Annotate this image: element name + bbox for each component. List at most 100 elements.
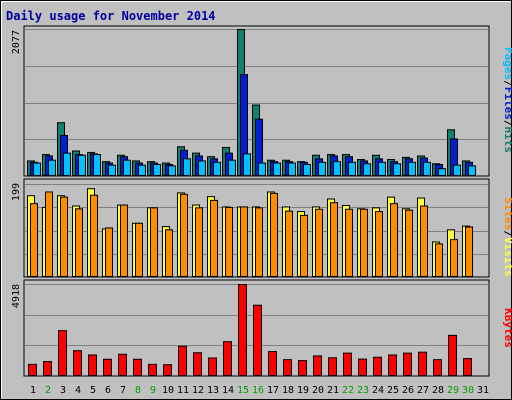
bar-kbytes-day-26 <box>403 352 412 377</box>
bar-sites-day-3 <box>60 196 68 277</box>
x-tick-label-day-6: 6 <box>105 385 111 396</box>
bar-pages-day-3 <box>63 152 71 176</box>
bar-kbytes-day-14 <box>223 341 232 376</box>
bar-kbytes-day-9 <box>148 363 157 376</box>
y-max-label: 199 <box>11 183 22 201</box>
bar-kbytes-day-6 <box>103 358 112 377</box>
bar-pages-day-25 <box>393 163 401 176</box>
legend-item-kbytes: KBytes <box>502 308 512 348</box>
x-tick-label-day-15: 15 <box>237 385 249 396</box>
bar-sites-day-30 <box>465 226 473 277</box>
bar-pages-day-29 <box>453 164 461 177</box>
legend-item-sites: Sites <box>502 197 512 230</box>
bar-kbytes-day-18 <box>283 359 292 376</box>
x-tick-label-day-25: 25 <box>387 385 399 396</box>
legend-hits-files-pages: Pages/Files/Hits <box>502 47 512 153</box>
bar-sites-day-2 <box>45 191 53 277</box>
bar-sites-day-20 <box>315 208 323 277</box>
bar-kbytes-day-27 <box>418 351 427 377</box>
bar-pages-day-7 <box>123 159 131 176</box>
bar-sites-day-1 <box>30 203 38 277</box>
bar-sites-day-26 <box>405 209 413 278</box>
bar-kbytes-day-16 <box>253 304 262 376</box>
bar-sites-day-28 <box>435 243 443 278</box>
bar-sites-day-19 <box>300 214 308 277</box>
bar-kbytes-day-1 <box>28 363 37 376</box>
bar-kbytes-day-17 <box>268 351 277 376</box>
bar-sites-day-27 <box>420 205 428 277</box>
panel-kbytes: 4918 KBytes <box>11 279 512 377</box>
bar-sites-day-21 <box>330 202 338 278</box>
bar-sites-day-16 <box>255 207 263 277</box>
x-tick-label-day-17: 17 <box>267 385 279 396</box>
legend-visits-sites: Sites/Visits <box>502 197 512 277</box>
bar-pages-day-22 <box>348 161 356 177</box>
bar-pages-day-28 <box>438 168 446 177</box>
x-tick-label-day-18: 18 <box>282 385 294 396</box>
bar-pages-day-26 <box>408 161 416 177</box>
bar-sites-day-13 <box>210 199 218 277</box>
bar-sites-day-29 <box>450 239 458 277</box>
x-tick-label-day-10: 10 <box>162 385 174 396</box>
x-tick-label-day-4: 4 <box>75 385 81 396</box>
bar-kbytes-day-21 <box>328 357 337 377</box>
bar-sites-day-11 <box>180 193 188 277</box>
legend-separator: / <box>502 230 512 237</box>
bar-pages-day-8 <box>138 164 146 177</box>
x-tick-label-day-2: 2 <box>45 385 51 396</box>
bar-pages-day-4 <box>78 154 86 177</box>
bar-kbytes-day-12 <box>193 352 202 376</box>
x-tick-label-day-30: 30 <box>462 385 474 396</box>
legend-separator: / <box>502 120 512 127</box>
bar-pages-day-10 <box>168 165 176 177</box>
bar-pages-day-23 <box>363 163 371 176</box>
x-tick-label-day-29: 29 <box>447 385 459 396</box>
legend-separator: / <box>502 80 512 87</box>
bar-sites-day-4 <box>75 208 83 278</box>
x-tick-label-day-3: 3 <box>60 385 66 396</box>
x-tick-label-day-8: 8 <box>135 385 141 396</box>
x-tick-label-day-22: 22 <box>342 385 354 396</box>
bar-sites-day-23 <box>360 208 368 277</box>
bar-sites-day-22 <box>345 208 353 277</box>
bar-sites-day-8 <box>135 222 143 277</box>
bar-sites-day-7 <box>120 204 128 278</box>
bar-kbytes-day-28 <box>433 359 442 376</box>
bar-pages-day-30 <box>468 165 476 177</box>
bar-kbytes-day-20 <box>313 355 322 376</box>
x-tick-label-day-27: 27 <box>417 385 429 396</box>
bar-sites-day-12 <box>195 207 203 277</box>
panel-hits-files-pages: 2077 Pages/Files/Hits <box>11 25 512 177</box>
bar-pages-day-13 <box>213 161 221 177</box>
bar-pages-day-16 <box>258 162 266 176</box>
bar-kbytes-day-22 <box>343 352 352 377</box>
x-tick-label-day-20: 20 <box>312 385 324 396</box>
bar-sites-day-25 <box>390 203 398 277</box>
chart-title: Daily usage for November 2014 <box>6 9 216 23</box>
bar-pages-day-6 <box>108 164 116 177</box>
bar-pages-day-9 <box>153 163 161 176</box>
legend-item-files: Files <box>502 87 512 120</box>
bar-sites-day-18 <box>285 210 293 277</box>
bar-sites-day-5 <box>90 194 98 278</box>
bar-sites-day-6 <box>105 227 113 277</box>
x-tick-label-day-7: 7 <box>120 385 126 396</box>
bar-sites-day-15 <box>240 206 248 277</box>
bar-kbytes-day-23 <box>358 358 367 377</box>
bar-kbytes-day-3 <box>58 330 67 377</box>
bar-pages-day-1 <box>33 162 41 176</box>
y-max-label: 2077 <box>11 30 22 54</box>
bar-kbytes-day-11 <box>178 345 187 377</box>
x-tick-label-day-26: 26 <box>402 385 414 396</box>
x-tick-label-day-12: 12 <box>192 385 204 396</box>
bar-pages-day-18 <box>288 162 296 176</box>
bar-pages-day-11 <box>183 158 191 177</box>
bar-pages-day-14 <box>228 159 236 176</box>
bar-kbytes-day-10 <box>163 364 172 376</box>
bar-kbytes-day-2 <box>43 361 52 377</box>
legend-item-visits: Visits <box>502 237 512 277</box>
bar-sites-day-14 <box>225 206 233 277</box>
x-tick-label-day-31: 31 <box>477 385 489 396</box>
bar-kbytes-day-24 <box>373 356 382 376</box>
